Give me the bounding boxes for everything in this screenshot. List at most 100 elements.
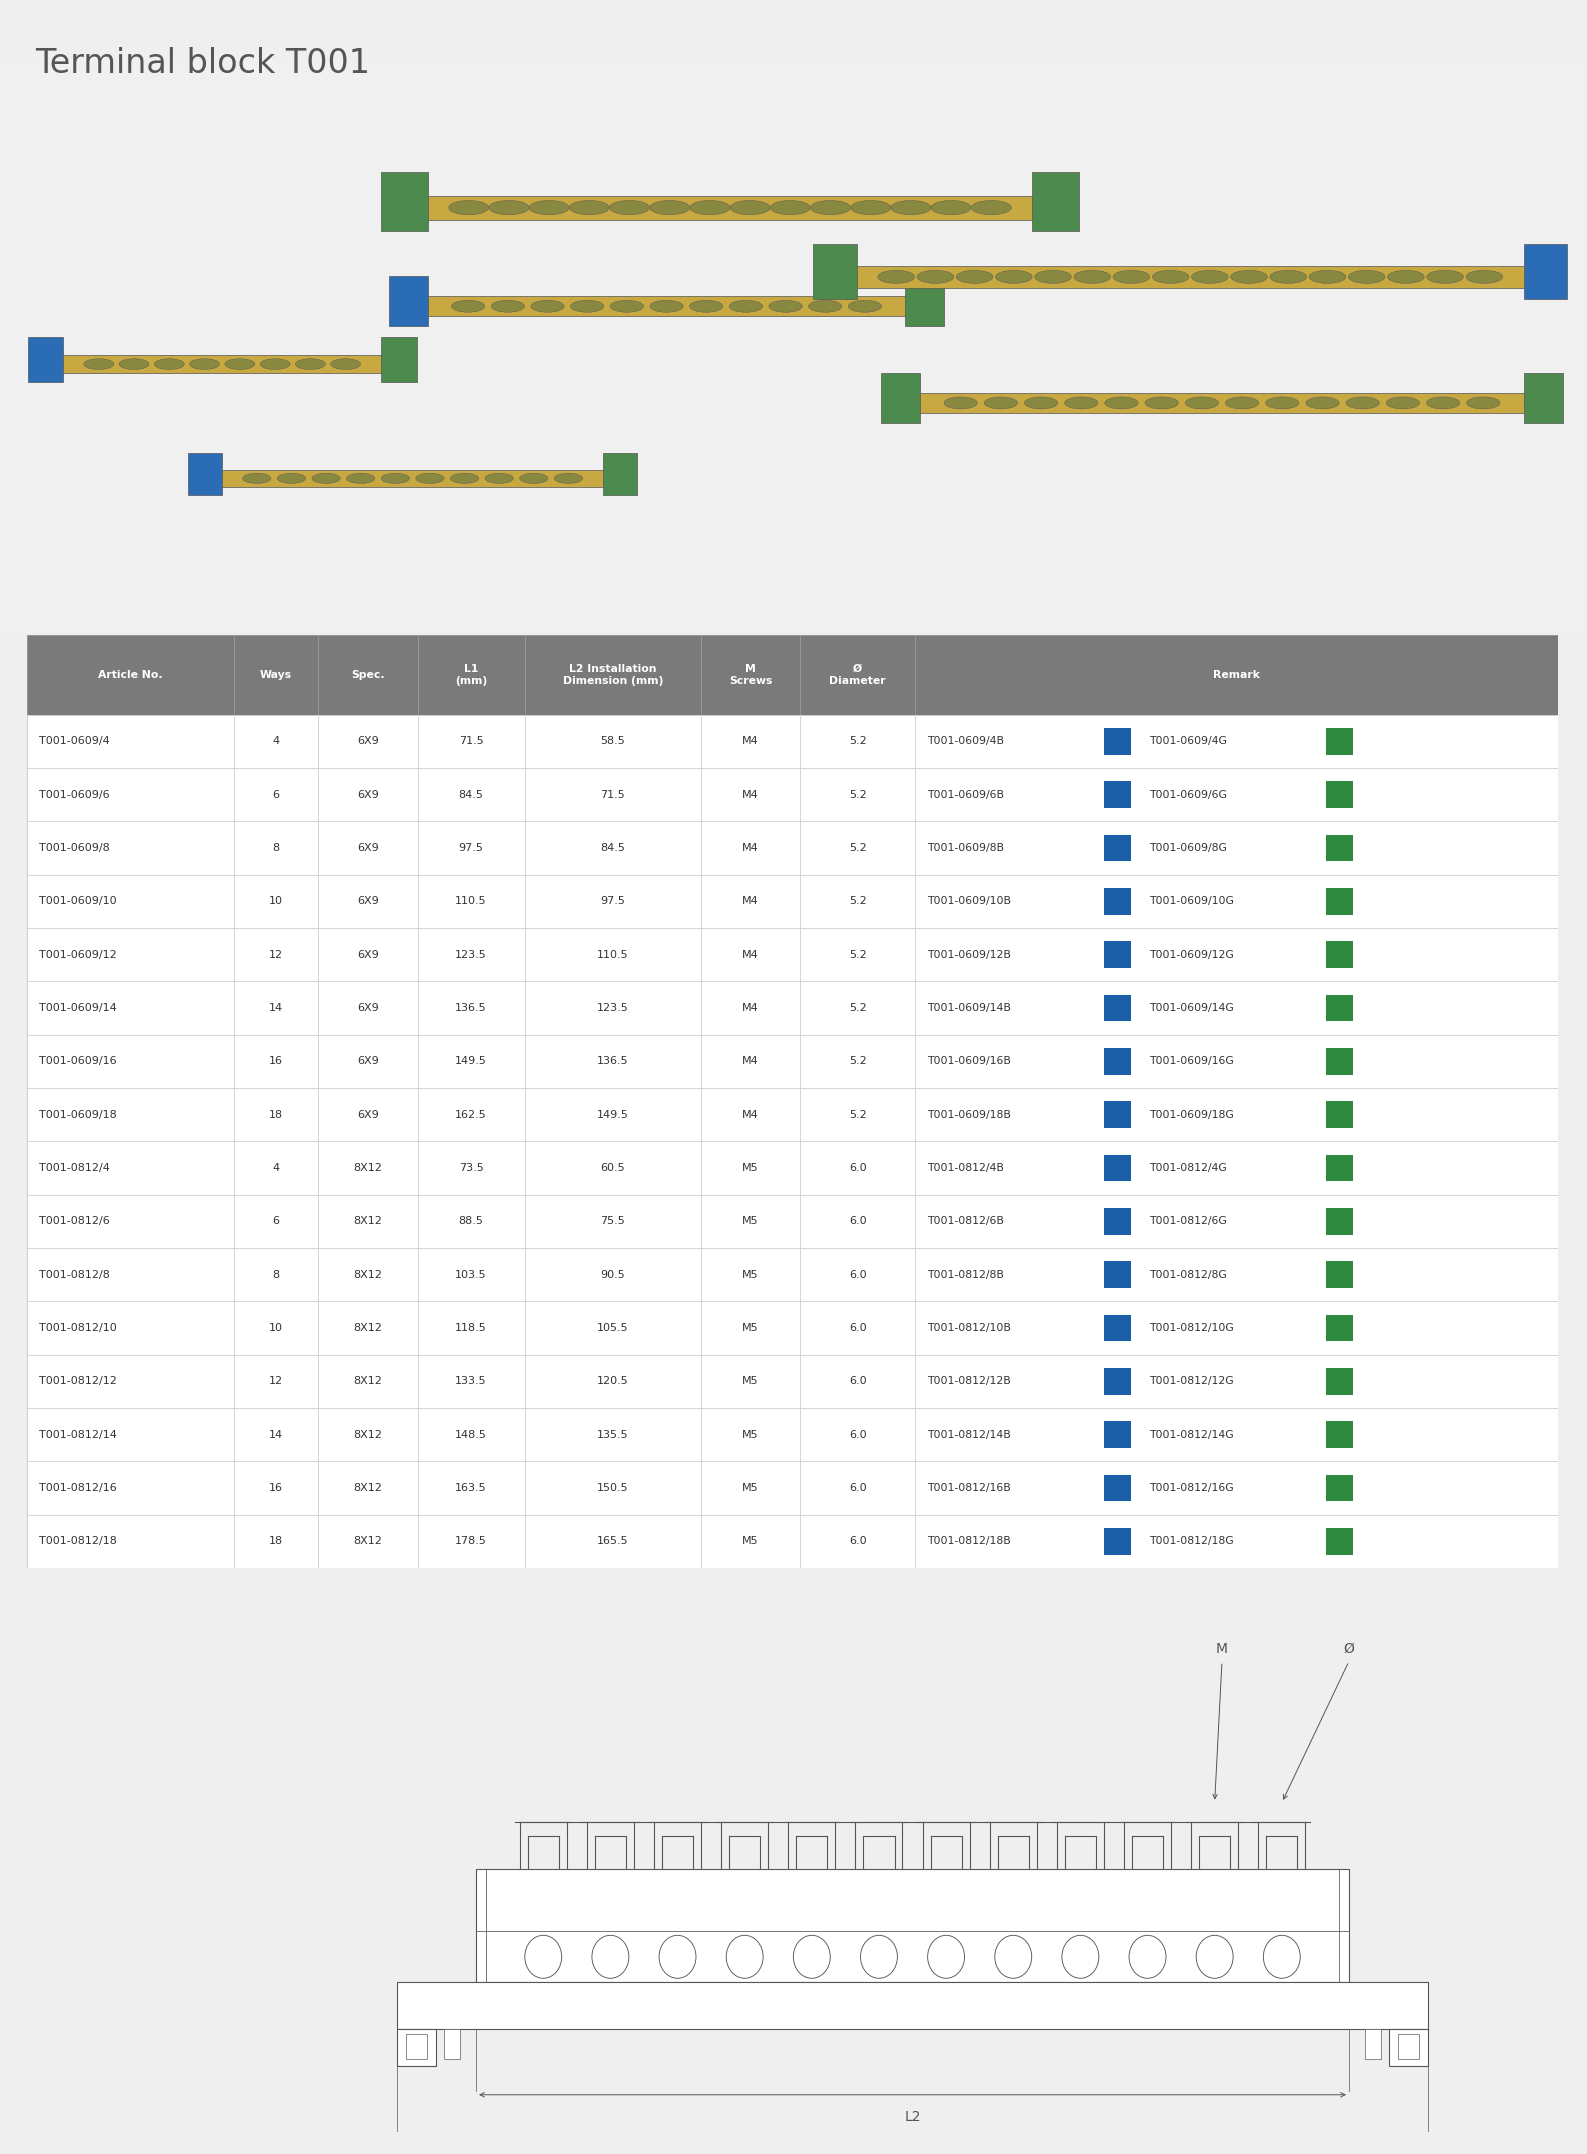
- Bar: [397, 2029, 436, 2066]
- Text: L2: L2: [905, 2111, 920, 2124]
- Bar: [317, 635, 417, 715]
- Bar: [800, 1088, 916, 1142]
- Ellipse shape: [525, 1934, 562, 1977]
- Bar: [800, 1514, 916, 1568]
- Bar: [317, 875, 417, 928]
- Text: Ø
Diameter: Ø Diameter: [830, 663, 886, 687]
- Text: 5.2: 5.2: [849, 1004, 867, 1012]
- Bar: [27, 1460, 233, 1514]
- Text: T001-0609/6B: T001-0609/6B: [927, 791, 1005, 799]
- Bar: [317, 1301, 417, 1355]
- Bar: [1325, 1155, 1354, 1180]
- Circle shape: [932, 200, 971, 215]
- Bar: [27, 1034, 233, 1088]
- Text: T001-0812/4B: T001-0812/4B: [927, 1163, 1005, 1174]
- Bar: [189, 452, 222, 495]
- Text: M5: M5: [743, 1376, 759, 1387]
- Bar: [27, 1355, 233, 1409]
- Text: 149.5: 149.5: [455, 1055, 487, 1066]
- Bar: [1325, 1368, 1354, 1396]
- Text: T001-0812/16G: T001-0812/16G: [1149, 1484, 1235, 1493]
- Bar: [525, 1355, 701, 1409]
- Bar: [417, 715, 525, 769]
- Bar: [916, 1514, 1558, 1568]
- Bar: [27, 982, 233, 1034]
- Circle shape: [571, 299, 603, 312]
- Bar: [1103, 941, 1132, 967]
- Circle shape: [1112, 269, 1149, 284]
- Text: 8X12: 8X12: [354, 1323, 382, 1333]
- Text: 8X12: 8X12: [354, 1536, 382, 1547]
- Bar: [1325, 887, 1354, 915]
- Text: 5.2: 5.2: [849, 737, 867, 747]
- Circle shape: [1265, 396, 1298, 409]
- Circle shape: [486, 474, 513, 482]
- Circle shape: [1035, 269, 1071, 284]
- Bar: [1103, 1422, 1132, 1447]
- Bar: [916, 928, 1558, 982]
- Text: T001-0812/12: T001-0812/12: [40, 1376, 117, 1387]
- Text: 97.5: 97.5: [600, 896, 625, 907]
- Bar: [916, 715, 1558, 769]
- Bar: [1103, 1314, 1132, 1342]
- Bar: [27, 1142, 233, 1195]
- Bar: [317, 715, 417, 769]
- Text: 133.5: 133.5: [455, 1376, 487, 1387]
- Text: 103.5: 103.5: [455, 1269, 487, 1279]
- Circle shape: [1225, 396, 1258, 409]
- Text: 18: 18: [268, 1536, 282, 1547]
- Bar: [417, 1142, 525, 1195]
- Bar: [905, 276, 944, 325]
- Text: M
Screws: M Screws: [728, 663, 773, 687]
- Ellipse shape: [1263, 1934, 1300, 1977]
- Bar: [417, 928, 525, 982]
- Bar: [417, 769, 525, 821]
- Text: 90.5: 90.5: [600, 1269, 625, 1279]
- Bar: [800, 1247, 916, 1301]
- Bar: [916, 635, 1558, 715]
- Bar: [233, 1409, 317, 1460]
- Bar: [417, 1088, 525, 1142]
- Text: 5.2: 5.2: [849, 791, 867, 799]
- Text: T001-0609/6: T001-0609/6: [40, 791, 110, 799]
- Text: 6.0: 6.0: [849, 1484, 867, 1493]
- Circle shape: [119, 360, 149, 370]
- Text: 165.5: 165.5: [597, 1536, 628, 1547]
- Bar: [317, 1195, 417, 1247]
- Circle shape: [984, 396, 1017, 409]
- Bar: [525, 821, 701, 875]
- Bar: [27, 928, 233, 982]
- Bar: [406, 2033, 427, 2059]
- Circle shape: [278, 474, 306, 482]
- Bar: [525, 1195, 701, 1247]
- Circle shape: [690, 299, 724, 312]
- Text: M4: M4: [743, 842, 759, 853]
- Circle shape: [730, 299, 762, 312]
- Bar: [916, 1088, 1558, 1142]
- Text: T001-0812/16B: T001-0812/16B: [927, 1484, 1011, 1493]
- Circle shape: [243, 474, 271, 482]
- Text: T001-0812/8B: T001-0812/8B: [927, 1269, 1005, 1279]
- Circle shape: [971, 200, 1011, 215]
- Bar: [800, 1409, 916, 1460]
- Bar: [317, 1514, 417, 1568]
- Text: Ways: Ways: [260, 670, 292, 681]
- Bar: [27, 821, 233, 875]
- Bar: [525, 715, 701, 769]
- Text: T001-0812/6B: T001-0812/6B: [927, 1217, 1005, 1226]
- Bar: [701, 1195, 800, 1247]
- Text: 123.5: 123.5: [455, 950, 487, 961]
- Bar: [525, 1034, 701, 1088]
- Text: 118.5: 118.5: [455, 1323, 487, 1333]
- Ellipse shape: [1128, 1934, 1166, 1977]
- Text: 6X9: 6X9: [357, 896, 379, 907]
- Bar: [233, 1195, 317, 1247]
- Text: 10: 10: [268, 896, 282, 907]
- Text: T001-0812/18: T001-0812/18: [40, 1536, 117, 1547]
- Bar: [317, 769, 417, 821]
- Bar: [603, 452, 636, 495]
- Circle shape: [1309, 269, 1346, 284]
- Circle shape: [995, 269, 1032, 284]
- Text: M5: M5: [743, 1217, 759, 1226]
- Bar: [417, 875, 525, 928]
